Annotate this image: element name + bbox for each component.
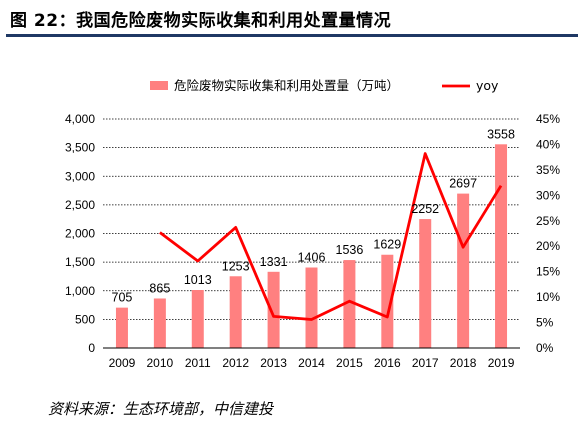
left-axis-tick-label: 4,000: [65, 112, 95, 126]
bar-data-label: 1013: [184, 273, 212, 287]
bar: [381, 254, 394, 348]
bar: [115, 307, 128, 348]
x-axis-tick-label: 2019: [488, 356, 515, 370]
right-axis-tick-label: 15%: [536, 265, 560, 279]
bar: [229, 276, 242, 348]
bar: [495, 144, 508, 348]
bar-data-label: 865: [149, 281, 170, 295]
left-axis-tick-label: 1,000: [65, 284, 95, 298]
bar-data-label: 3558: [487, 127, 515, 141]
bar-data-label: 2697: [449, 177, 477, 191]
x-axis-tick-label: 2014: [298, 356, 325, 370]
legend-bar-label: 危险废物实际收集和利用处置量（万吨）: [174, 78, 399, 93]
bar: [267, 271, 280, 348]
source-note: 资料来源：生态环境部，中信建投: [48, 400, 274, 418]
title-underline: [6, 34, 578, 37]
bar: [305, 267, 318, 348]
figure-title: 图 22：我国危险废物实际收集和利用处置量情况: [10, 11, 392, 31]
right-axis-tick-label: 30%: [536, 188, 560, 202]
x-axis-tick-label: 2009: [109, 356, 136, 370]
yoy-line-series: [159, 152, 503, 321]
bar-data-label: 705: [112, 291, 133, 305]
left-axis-tick-label: 2,500: [65, 198, 95, 212]
left-axis-tick-label: 500: [75, 312, 95, 326]
left-axis-tick-label: 0: [88, 341, 95, 355]
axes: 0 500 1,000 1,500 2,000 2,500 3,000 3,500 4,000 0…: [65, 112, 560, 370]
bar: [457, 193, 470, 348]
legend-bar-swatch: [150, 81, 168, 90]
bar-data-label: 1406: [298, 251, 326, 265]
x-axis-tick-label: 2011: [185, 356, 211, 370]
bar-data-label: 1331: [260, 255, 288, 269]
right-axis-tick-label: 45%: [536, 112, 560, 126]
left-axis-tick-label: 2,000: [65, 227, 95, 241]
x-axis-tick-label: 2013: [260, 356, 287, 370]
legend-line-label: yoy: [476, 78, 499, 93]
chart-area: 0 500 1,000 1,500 2,000 2,500 3,000 3,500 4,000 0…: [65, 78, 560, 370]
x-axis-tick-label: 2010: [147, 356, 174, 370]
right-axis-tick-label: 40%: [536, 137, 560, 151]
left-axis-tick-label: 1,500: [65, 255, 95, 269]
left-axis-tick-label: 3,500: [65, 141, 95, 155]
x-axis-tick-label: 2018: [450, 356, 477, 370]
x-axis-tick-label: 2015: [336, 356, 363, 370]
legend: 危险废物实际收集和利用处置量（万吨） yoy: [150, 78, 499, 93]
bar: [191, 290, 204, 348]
bar-data-label: 2252: [411, 202, 439, 216]
bar: [153, 298, 166, 348]
right-axis-tick-label: 0%: [536, 341, 554, 355]
yoy-line: [159, 152, 503, 321]
bar-data-label: 1629: [373, 238, 401, 252]
right-axis-tick-label: 20%: [536, 239, 560, 253]
left-axis-tick-label: 3,000: [65, 169, 95, 183]
bar-data-label: 1536: [336, 243, 364, 257]
x-axis-tick-label: 2012: [222, 356, 249, 370]
bar-series: [115, 144, 508, 348]
x-axis-tick-label: 2016: [374, 356, 401, 370]
right-axis-tick-label: 35%: [536, 163, 560, 177]
right-axis-tick-label: 25%: [536, 214, 560, 228]
bar: [419, 219, 432, 348]
right-axis-tick-label: 10%: [536, 290, 560, 304]
right-axis-tick-label: 5%: [536, 316, 554, 330]
bar: [343, 260, 356, 348]
x-axis-tick-label: 2017: [412, 356, 439, 370]
bar-data-label: 1253: [222, 259, 250, 273]
data-labels: 705 865 1013 1253 1331 1406 1536 1629 2252 2697 35…: [112, 127, 515, 304]
